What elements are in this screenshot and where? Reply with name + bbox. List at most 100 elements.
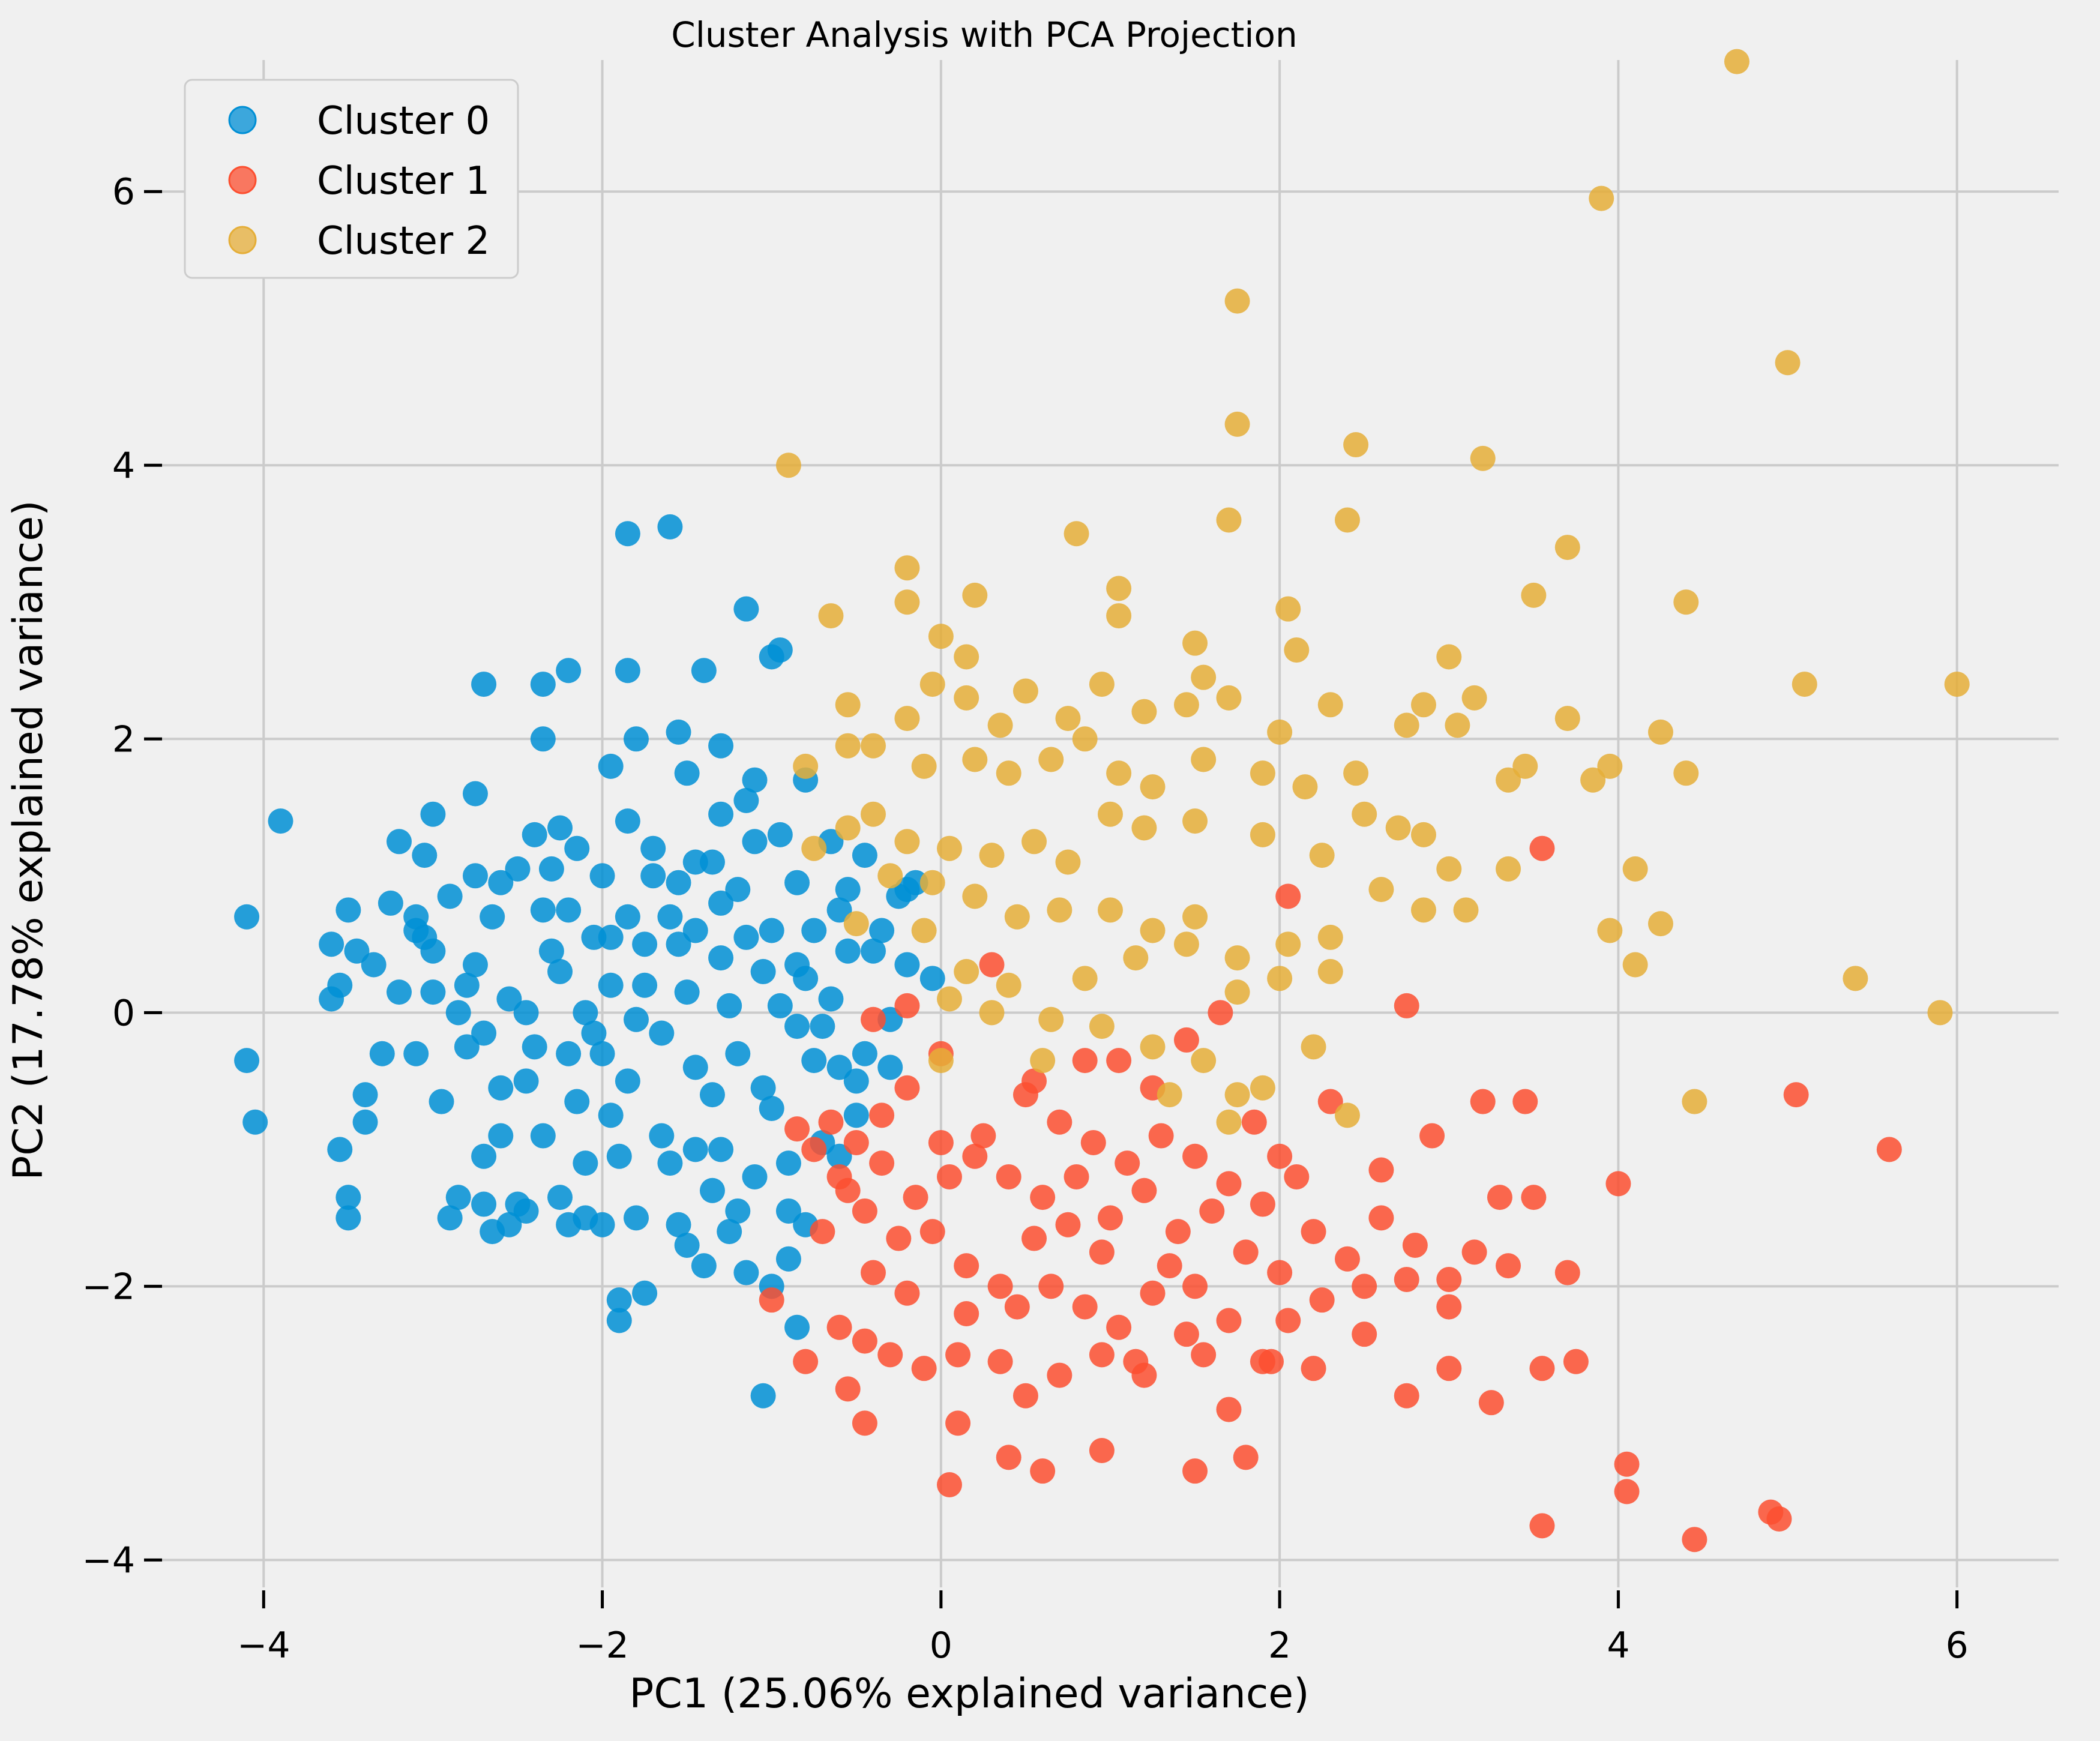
data-point <box>911 753 937 779</box>
data-point <box>1259 1349 1284 1374</box>
data-point <box>1182 1273 1208 1299</box>
data-point <box>657 904 683 930</box>
data-point <box>1563 1349 1589 1374</box>
data-point <box>1453 897 1479 923</box>
data-point <box>1292 774 1318 800</box>
data-point <box>1335 1102 1360 1128</box>
data-point <box>1614 1479 1640 1505</box>
data-point <box>352 1109 378 1135</box>
data-point <box>1529 835 1555 861</box>
data-point <box>928 1129 954 1155</box>
data-point <box>598 924 624 950</box>
data-point <box>996 760 1021 786</box>
data-point <box>945 1342 971 1368</box>
data-point <box>327 1137 353 1162</box>
data-point <box>615 904 640 930</box>
data-point <box>1055 849 1081 875</box>
data-point <box>403 1041 429 1066</box>
data-point <box>412 843 438 868</box>
data-point <box>573 1205 598 1231</box>
legend: Cluster 0 Cluster 1 Cluster 2 <box>184 79 519 279</box>
data-point <box>547 1185 573 1210</box>
data-point <box>1157 1253 1182 1279</box>
data-point <box>1208 1000 1233 1026</box>
data-point <box>242 1109 268 1135</box>
data-point <box>1275 883 1301 909</box>
data-point <box>1233 1445 1259 1470</box>
data-point <box>801 835 827 861</box>
data-point <box>1436 856 1462 882</box>
data-point <box>717 1219 742 1245</box>
data-point <box>1250 1075 1275 1101</box>
data-point <box>733 787 759 813</box>
data-point <box>1512 1089 1538 1114</box>
data-point <box>1038 1006 1064 1032</box>
data-point <box>657 514 683 540</box>
data-point <box>1682 1089 1707 1114</box>
x-tick-label: 6 <box>1946 1625 1969 1667</box>
data-point <box>962 747 988 772</box>
data-point <box>268 808 293 834</box>
data-point <box>1173 1322 1199 1347</box>
data-point <box>1106 1314 1132 1340</box>
data-point <box>1089 672 1115 697</box>
data-point <box>1216 685 1242 711</box>
y-tick-label: 6 <box>112 171 135 213</box>
data-point <box>835 938 861 964</box>
data-point <box>1089 1239 1115 1265</box>
data-point <box>1030 1458 1056 1484</box>
data-point <box>1394 993 1419 1018</box>
y-tick-label: 2 <box>112 718 135 760</box>
data-point <box>1157 1082 1182 1108</box>
data-point <box>496 986 522 1012</box>
data-point <box>1521 1185 1547 1210</box>
data-point <box>530 726 556 752</box>
data-point <box>1182 630 1208 656</box>
data-point <box>936 1164 962 1189</box>
data-point <box>682 918 708 943</box>
data-point <box>1055 1212 1081 1237</box>
data-point <box>1410 692 1436 718</box>
data-point <box>1410 822 1436 847</box>
chart-title: Cluster Analysis with PCA Projection <box>671 14 1298 55</box>
data-point <box>1436 1294 1462 1320</box>
data-point <box>1047 897 1073 923</box>
data-point <box>1199 1198 1225 1224</box>
data-point <box>420 801 446 827</box>
x-tick-label: 4 <box>1607 1625 1629 1667</box>
data-point <box>1436 1266 1462 1292</box>
data-point <box>1216 1109 1242 1135</box>
data-point <box>784 870 810 895</box>
data-point <box>852 1041 877 1066</box>
data-point <box>1436 1356 1462 1382</box>
data-point <box>1106 603 1132 629</box>
data-point <box>852 1410 877 1436</box>
data-point <box>445 1000 471 1026</box>
x-axis-label: PC1 (25.06% explained variance) <box>629 1670 1309 1718</box>
data-point <box>1589 185 1614 211</box>
data-point <box>1284 1164 1310 1189</box>
data-point <box>869 918 895 943</box>
data-point <box>462 952 488 978</box>
data-point <box>624 1006 649 1032</box>
data-point <box>1098 801 1123 827</box>
data-point <box>1106 760 1132 786</box>
data-point <box>936 986 962 1012</box>
data-point <box>979 952 1005 978</box>
data-point <box>361 952 387 978</box>
data-point <box>852 1198 877 1224</box>
data-point <box>1309 843 1335 868</box>
data-point <box>1233 1239 1259 1265</box>
data-point <box>471 1020 497 1046</box>
data-point <box>784 1314 810 1340</box>
data-point <box>775 1246 801 1272</box>
y-tick-label: −2 <box>82 1266 135 1308</box>
data-point <box>826 897 852 923</box>
data-point <box>615 521 640 547</box>
data-point <box>810 1219 835 1245</box>
data-point <box>488 870 514 895</box>
data-point <box>1267 1143 1293 1169</box>
data-point <box>919 870 945 895</box>
data-point <box>403 904 429 930</box>
data-point <box>1140 1034 1166 1060</box>
